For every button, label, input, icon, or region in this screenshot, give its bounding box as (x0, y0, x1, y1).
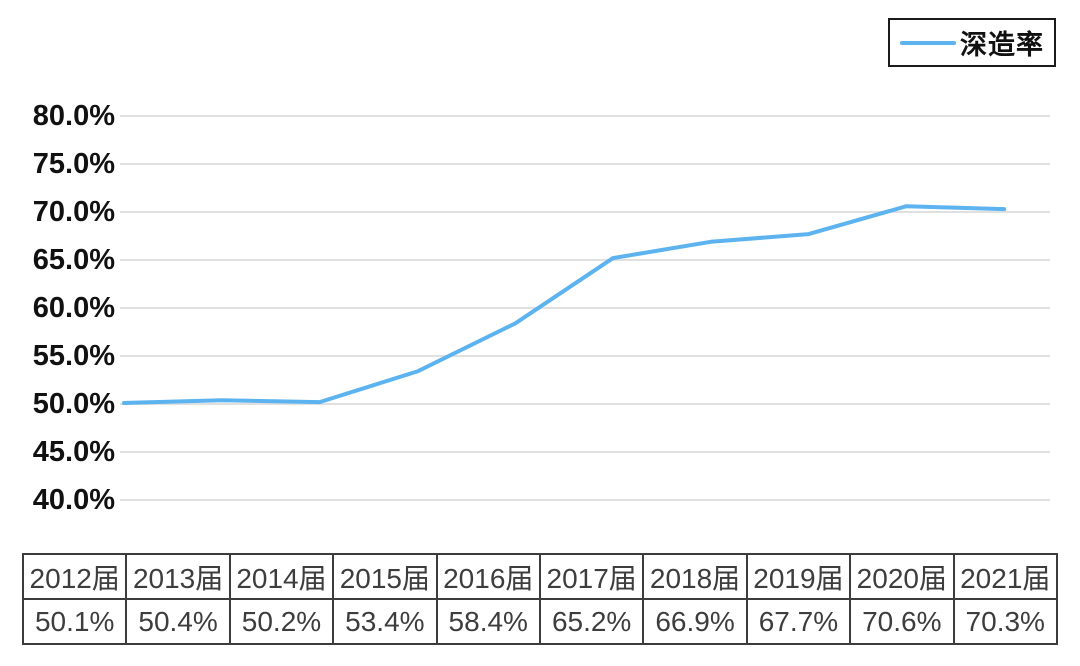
table-value-cell: 67.7% (745, 598, 852, 645)
table-header-cell: 2015届 (332, 553, 438, 600)
y-axis-tick-label: 40.0% (32, 484, 115, 516)
legend-line-swatch (900, 40, 956, 45)
table-header-cell: 2018届 (642, 553, 748, 600)
table-value-cell: 70.3% (952, 598, 1059, 645)
table-header-cell: 2012届 (21, 553, 128, 600)
y-axis-tick-label: 50.0% (32, 388, 115, 420)
legend: 深造率 (888, 18, 1056, 67)
y-axis-tick-label: 55.0% (32, 340, 115, 372)
table-value-cell: 70.6% (849, 598, 955, 645)
series-line (122, 204, 1007, 405)
y-axis-tick-label: 80.0% (32, 100, 115, 132)
y-axis-tick-label: 65.0% (32, 244, 115, 276)
table-header-cell: 2014届 (228, 553, 335, 600)
y-axis-tick-label: 75.0% (32, 148, 115, 180)
table-value-cell: 66.9% (642, 598, 748, 645)
legend-label: 深造率 (960, 30, 1044, 60)
plot-area (120, 115, 1050, 501)
table-value-cell: 50.1% (21, 598, 128, 645)
table-header-cell: 2017届 (538, 553, 645, 600)
table-value-cell: 50.4% (125, 598, 231, 645)
table-value-cell: 58.4% (435, 598, 541, 645)
table-header-cell: 2020届 (849, 553, 955, 600)
table-header-row: 2012届 2013届 2014届 2015届 2016届 2017届 2018届 2019届… (21, 553, 1059, 600)
y-axis-tick-label: 60.0% (32, 292, 115, 324)
table-value-cell: 50.2% (228, 598, 335, 645)
table-header-cell: 2021届 (952, 553, 1059, 600)
y-axis-tick-label: 70.0% (32, 196, 115, 228)
table-value-cell: 65.2% (538, 598, 645, 645)
table-header-cell: 2019届 (745, 553, 852, 600)
table-value-cell: 53.4% (332, 598, 438, 645)
table-value-row: 50.1% 50.4% 50.2% 53.4% 58.4% 65.2% 66.9% 67.7%… (21, 598, 1059, 645)
y-axis-tick-label: 45.0% (32, 436, 115, 468)
table-header-cell: 2016届 (435, 553, 541, 600)
data-table: 2012届 2013届 2014届 2015届 2016届 2017届 2018届 2019届… (21, 553, 1059, 645)
table-header-cell: 2013届 (125, 553, 231, 600)
